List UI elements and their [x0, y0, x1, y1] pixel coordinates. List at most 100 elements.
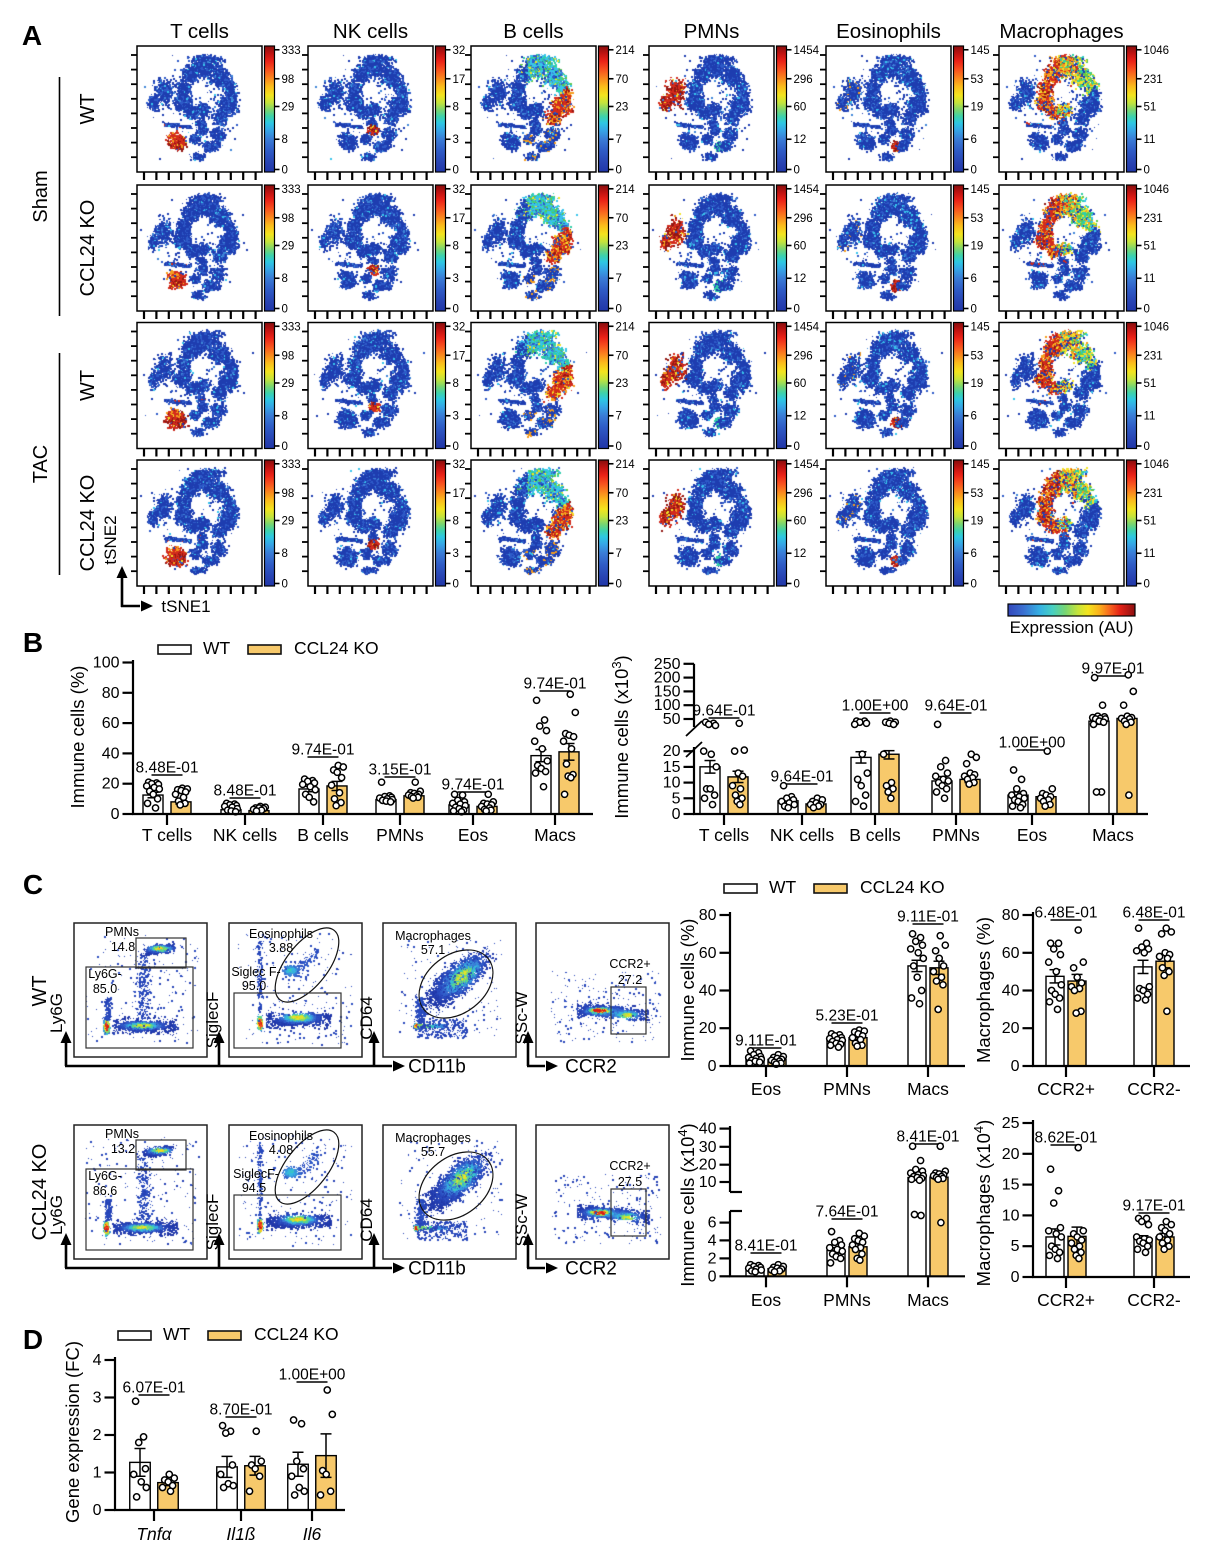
svg-text:20: 20	[699, 1020, 717, 1037]
svg-text:19: 19	[971, 515, 984, 527]
svg-text:WT: WT	[29, 975, 51, 1006]
svg-text:6.07E-01: 6.07E-01	[123, 1380, 186, 1397]
svg-text:231: 231	[1144, 350, 1163, 362]
svg-text:27.5: 27.5	[618, 1175, 642, 1189]
svg-text:Macrophages: Macrophages	[395, 1131, 471, 1145]
svg-text:CD11b: CD11b	[408, 1057, 466, 1078]
svg-text:8: 8	[453, 240, 459, 252]
svg-text:Ly6G-: Ly6G-	[88, 967, 122, 981]
svg-text:Eos: Eos	[751, 1079, 781, 1099]
svg-text:1454: 1454	[794, 184, 820, 196]
svg-text:SiglecF: SiglecF	[203, 1194, 222, 1251]
svg-text:6: 6	[971, 548, 977, 560]
svg-text:60: 60	[794, 240, 807, 252]
svg-text:Eosinophils: Eosinophils	[836, 20, 941, 43]
svg-text:0: 0	[708, 1058, 717, 1075]
svg-text:Macs: Macs	[907, 1079, 949, 1099]
svg-text:17: 17	[453, 350, 466, 362]
svg-text:296: 296	[794, 488, 813, 500]
svg-text:29: 29	[282, 240, 295, 252]
svg-text:29: 29	[282, 101, 295, 113]
svg-text:B cells: B cells	[849, 825, 901, 845]
svg-text:60: 60	[794, 378, 807, 390]
svg-text:3.88: 3.88	[269, 941, 293, 955]
svg-text:Siglec F-: Siglec F-	[231, 965, 280, 979]
svg-text:8.48E-01: 8.48E-01	[214, 783, 277, 800]
svg-text:0: 0	[453, 441, 459, 453]
svg-text:Il6: Il6	[303, 1524, 322, 1544]
svg-text:0: 0	[616, 441, 622, 453]
svg-text:9.11E-01: 9.11E-01	[897, 909, 959, 926]
svg-text:Eos: Eos	[458, 825, 488, 845]
svg-text:80: 80	[699, 907, 717, 924]
svg-text:3: 3	[93, 1390, 102, 1407]
svg-text:1.00E+00: 1.00E+00	[999, 735, 1066, 752]
svg-text:0: 0	[971, 303, 977, 315]
svg-text:6: 6	[708, 1215, 717, 1232]
svg-text:1046: 1046	[1144, 321, 1170, 333]
svg-text:10: 10	[1002, 1207, 1020, 1224]
svg-text:CCL24 KO: CCL24 KO	[29, 1144, 51, 1241]
svg-text:4: 4	[93, 1352, 102, 1369]
svg-text:100: 100	[654, 697, 681, 714]
svg-text:CCL24 KO: CCL24 KO	[294, 638, 379, 658]
svg-text:4.08: 4.08	[269, 1143, 293, 1157]
svg-text:B cells: B cells	[297, 825, 349, 845]
svg-text:Macs: Macs	[1092, 825, 1134, 845]
svg-text:9.17E-01: 9.17E-01	[1123, 1198, 1186, 1215]
svg-text:0: 0	[453, 303, 459, 315]
svg-text:95.0: 95.0	[242, 979, 266, 993]
svg-text:Eos: Eos	[1017, 825, 1047, 845]
svg-text:Ly6G: Ly6G	[47, 1195, 66, 1235]
svg-text:296: 296	[794, 74, 813, 86]
svg-text:51: 51	[1144, 515, 1157, 527]
svg-text:40: 40	[1002, 983, 1020, 1000]
svg-text:20: 20	[663, 743, 681, 760]
svg-text:85.0: 85.0	[93, 982, 117, 996]
svg-text:9.97E-01: 9.97E-01	[1082, 661, 1145, 678]
svg-text:0: 0	[93, 1502, 102, 1519]
svg-text:NK cells: NK cells	[333, 20, 408, 43]
svg-text:0: 0	[708, 1268, 717, 1285]
svg-text:Macrophages: Macrophages	[395, 929, 471, 943]
svg-text:11: 11	[1144, 411, 1156, 423]
svg-text:5.23E-01: 5.23E-01	[816, 1008, 879, 1025]
svg-text:12: 12	[794, 548, 807, 560]
svg-text:CD11b: CD11b	[408, 1259, 466, 1280]
svg-text:6: 6	[971, 273, 977, 285]
svg-text:8: 8	[282, 411, 288, 423]
svg-text:13.2: 13.2	[111, 1142, 135, 1156]
svg-text:WT: WT	[77, 370, 99, 401]
svg-text:60: 60	[102, 715, 120, 732]
svg-text:98: 98	[282, 350, 295, 362]
svg-text:Sham: Sham	[30, 170, 52, 222]
svg-text:WT: WT	[203, 638, 231, 658]
svg-text:17: 17	[453, 74, 466, 86]
svg-text:7.64E-01: 7.64E-01	[816, 1204, 879, 1221]
svg-text:A: A	[22, 20, 42, 51]
svg-text:19: 19	[971, 240, 984, 252]
svg-text:19: 19	[971, 378, 984, 390]
svg-text:1454: 1454	[794, 459, 820, 471]
svg-text:60: 60	[794, 515, 807, 527]
svg-text:296: 296	[794, 350, 813, 362]
svg-text:8: 8	[453, 515, 459, 527]
svg-text:145: 145	[971, 321, 990, 333]
svg-text:70: 70	[616, 74, 629, 86]
svg-text:B cells: B cells	[503, 20, 563, 43]
svg-text:Eosinophils: Eosinophils	[249, 1129, 313, 1143]
svg-text:Immune cells (%): Immune cells (%)	[677, 919, 698, 1062]
svg-text:WT: WT	[77, 93, 99, 124]
svg-text:CCR2-: CCR2-	[1127, 1290, 1181, 1310]
svg-text:11: 11	[1144, 134, 1156, 146]
svg-text:PMNs: PMNs	[105, 925, 139, 939]
svg-text:30: 30	[699, 1139, 717, 1156]
svg-text:1.00E+00: 1.00E+00	[842, 698, 909, 715]
svg-text:0: 0	[1011, 1058, 1020, 1075]
svg-text:11: 11	[1144, 548, 1156, 560]
svg-text:SiglecF-: SiglecF-	[233, 1167, 279, 1181]
svg-text:0: 0	[282, 578, 288, 590]
svg-text:0: 0	[1144, 164, 1150, 176]
svg-text:0: 0	[794, 578, 800, 590]
svg-text:0: 0	[794, 164, 800, 176]
